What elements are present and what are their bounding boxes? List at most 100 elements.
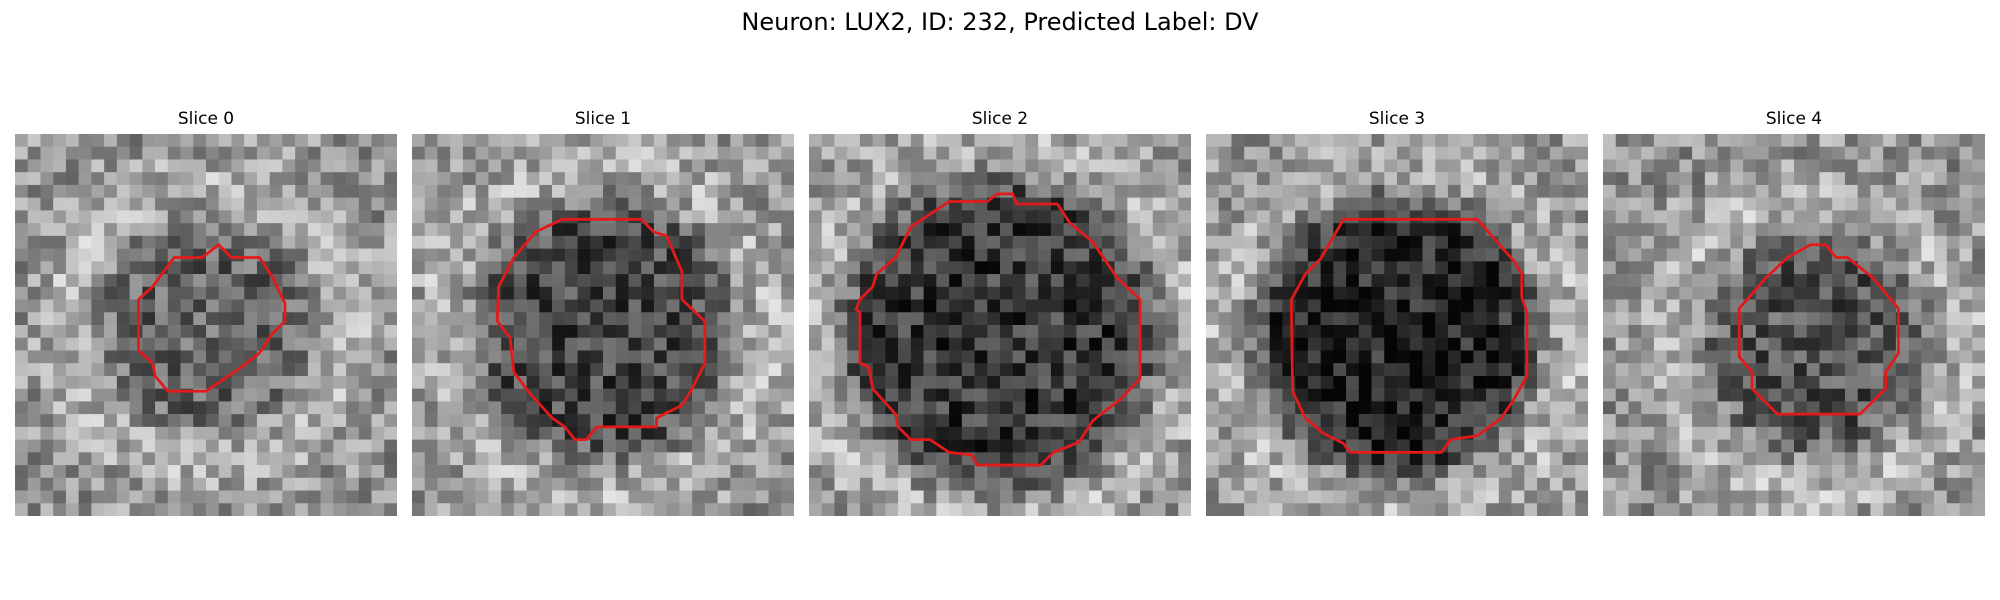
pixel	[218, 235, 232, 249]
pixel	[1806, 210, 1820, 224]
pixel	[859, 299, 873, 313]
pixel	[923, 465, 937, 479]
pixel	[450, 159, 464, 173]
pixel	[116, 197, 130, 211]
pixel	[936, 172, 950, 186]
pixel	[129, 146, 143, 160]
pixel	[1819, 401, 1833, 415]
pixel	[1704, 197, 1718, 211]
pixel	[1269, 312, 1283, 326]
pixel	[65, 261, 79, 275]
pixel	[1908, 235, 1922, 249]
pixel	[1666, 490, 1680, 504]
pixel	[1114, 452, 1128, 466]
pixel	[206, 350, 219, 364]
pixel	[1781, 172, 1795, 186]
pixel	[1511, 248, 1525, 262]
pixel	[781, 426, 794, 440]
pixel	[1857, 261, 1871, 275]
pixel	[1025, 210, 1039, 224]
pixel	[1653, 134, 1667, 147]
pixel	[193, 223, 207, 237]
pixel	[1628, 503, 1642, 516]
pixel	[692, 465, 706, 479]
pixel	[1768, 184, 1782, 198]
pixel	[1755, 477, 1769, 491]
pixel	[1422, 337, 1436, 351]
pixel	[1447, 146, 1461, 160]
pixel	[1549, 477, 1563, 491]
pixel	[1269, 439, 1283, 453]
pixel	[1615, 337, 1629, 351]
pixel	[704, 388, 718, 402]
pixel	[1537, 197, 1551, 211]
pixel	[1152, 426, 1166, 440]
pixel	[53, 235, 67, 249]
pixel	[1921, 414, 1935, 428]
pixel	[1972, 426, 1985, 440]
pixel	[1730, 452, 1744, 466]
pixel	[65, 159, 79, 173]
pixel	[1511, 350, 1525, 364]
pixel	[1511, 223, 1525, 237]
pixel	[1641, 197, 1655, 211]
pixel	[641, 439, 655, 453]
pixel	[1447, 172, 1461, 186]
pixel	[1346, 261, 1360, 275]
pixel	[1934, 159, 1948, 173]
pixel	[526, 439, 540, 453]
pixel	[231, 172, 245, 186]
pixel	[552, 439, 566, 453]
pixel	[424, 235, 438, 249]
pixel	[1883, 414, 1897, 428]
pixel	[1781, 337, 1795, 351]
pixel	[1447, 350, 1461, 364]
pixel	[462, 452, 476, 466]
pixel	[859, 235, 873, 249]
pixel	[1218, 426, 1232, 440]
pixel	[936, 286, 950, 300]
slice-image	[1206, 134, 1588, 516]
pixel	[1012, 452, 1026, 466]
pixel	[1819, 325, 1833, 338]
pixel	[1730, 159, 1744, 173]
pixel	[1231, 146, 1245, 160]
pixel	[1384, 235, 1398, 249]
pixel	[1511, 477, 1525, 491]
pixel	[91, 388, 105, 402]
pixel	[53, 350, 67, 364]
pixel	[1895, 235, 1909, 249]
pixel	[244, 286, 258, 300]
pixel	[949, 490, 963, 504]
pixel	[834, 248, 848, 262]
pixel	[1447, 426, 1461, 440]
pixel	[1666, 312, 1680, 326]
pixel	[1692, 159, 1706, 173]
pixel	[91, 159, 105, 173]
pixel	[781, 299, 794, 313]
pixel	[1089, 477, 1103, 491]
pixel	[1178, 363, 1191, 377]
pixel	[1549, 299, 1563, 313]
pixel	[809, 465, 822, 479]
pixel	[412, 452, 425, 466]
pixel	[1959, 261, 1973, 275]
pixel	[116, 134, 130, 147]
pixel	[501, 363, 515, 377]
pixel	[1794, 503, 1807, 516]
pixel	[1447, 274, 1461, 288]
pixel	[450, 325, 464, 338]
pixel	[961, 439, 975, 453]
pixel	[539, 325, 553, 338]
pixel	[1832, 235, 1846, 249]
pixel	[1498, 363, 1512, 377]
pixel	[730, 312, 744, 326]
pixel	[333, 452, 347, 466]
pixel	[821, 210, 835, 224]
pixel	[412, 401, 425, 415]
pixel	[437, 134, 451, 147]
pixel	[898, 401, 912, 415]
pixel	[872, 452, 886, 466]
pixel	[679, 350, 693, 364]
pixel	[1206, 350, 1219, 364]
